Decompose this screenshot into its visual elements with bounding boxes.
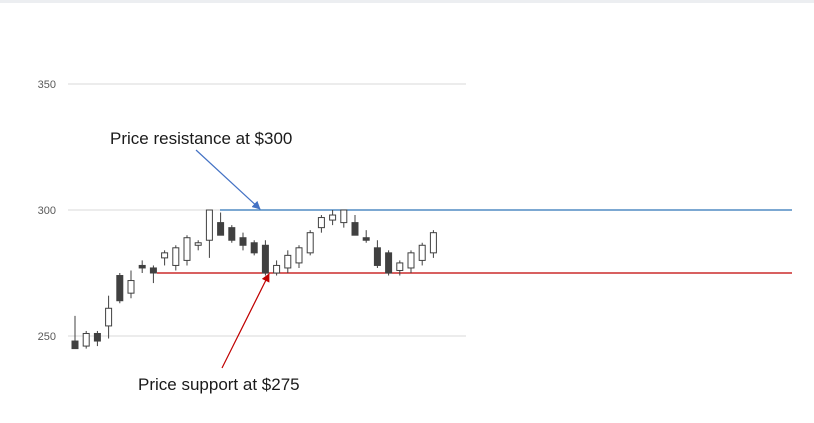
- candle-body: [261, 244, 269, 274]
- candle: [105, 295, 113, 339]
- candle-body: [93, 332, 101, 342]
- candle-body: [105, 307, 113, 327]
- candle-body: [284, 254, 292, 269]
- candle: [329, 210, 337, 226]
- candle: [228, 225, 236, 243]
- candle-body: [351, 222, 359, 236]
- candle-body: [127, 280, 135, 294]
- candle-body: [385, 252, 393, 274]
- annotations: Price resistance at $300 Price support a…: [110, 129, 300, 394]
- candle: [116, 273, 124, 304]
- candle: [138, 260, 146, 273]
- candle-body: [228, 227, 236, 241]
- candle-body: [340, 209, 348, 224]
- candle: [149, 265, 157, 284]
- resistance-arrow: [195, 149, 261, 210]
- candle: [127, 270, 135, 299]
- candle: [205, 209, 213, 258]
- candle: [284, 250, 292, 273]
- y-tick-label-300: 300: [38, 205, 56, 217]
- candle: [172, 245, 180, 271]
- candle-body: [362, 237, 370, 241]
- candle: [194, 240, 202, 251]
- candle: [340, 209, 348, 228]
- candle-body: [306, 232, 314, 254]
- candle-body: [138, 264, 146, 269]
- candle: [250, 240, 258, 256]
- candle: [273, 260, 281, 276]
- candle-body: [329, 214, 337, 221]
- candle-body: [429, 232, 437, 254]
- y-tick-label-250: 250: [38, 331, 56, 343]
- y-tick-label-350: 350: [38, 79, 56, 91]
- candle-body: [161, 252, 169, 259]
- candle: [306, 230, 314, 256]
- candle-body: [317, 217, 325, 229]
- candle-body: [295, 247, 303, 264]
- candle: [373, 240, 381, 268]
- support-arrow: [221, 273, 270, 369]
- candle: [317, 215, 325, 233]
- candle-body: [407, 252, 415, 269]
- candle-body: [396, 262, 404, 271]
- candle-body: [373, 247, 381, 266]
- candle-body: [194, 242, 202, 246]
- candles: [71, 209, 437, 350]
- candle-body: [172, 247, 180, 266]
- candle: [93, 330, 101, 347]
- resistance-annotation: Price resistance at $300: [110, 129, 292, 148]
- candle: [362, 230, 370, 243]
- candle-body: [217, 222, 225, 236]
- candle-body: [273, 264, 281, 274]
- candle: [183, 235, 191, 266]
- candle: [429, 230, 437, 258]
- candle: [161, 250, 169, 266]
- price-levels: [157, 209, 792, 274]
- candle: [295, 245, 303, 268]
- candle: [407, 250, 415, 273]
- candle-body: [418, 244, 426, 261]
- candle: [261, 240, 269, 276]
- y-axis-ticks: 250 300 350: [38, 79, 56, 343]
- candle-body: [183, 237, 191, 261]
- candle-body: [250, 242, 258, 254]
- candle: [239, 232, 247, 251]
- candle: [396, 260, 404, 276]
- candle-body: [116, 275, 124, 302]
- candle: [418, 242, 426, 266]
- candle: [71, 315, 79, 350]
- window-top-bar: [0, 0, 814, 3]
- candle-body: [71, 340, 79, 350]
- candle: [351, 215, 359, 236]
- candle-body: [239, 237, 247, 246]
- candle-body: [149, 267, 157, 274]
- support-annotation: Price support at $275: [138, 375, 300, 394]
- candle: [82, 330, 90, 349]
- candle-body: [205, 209, 213, 241]
- candle: [385, 250, 393, 276]
- candle-body: [82, 332, 90, 347]
- candle: [217, 212, 225, 236]
